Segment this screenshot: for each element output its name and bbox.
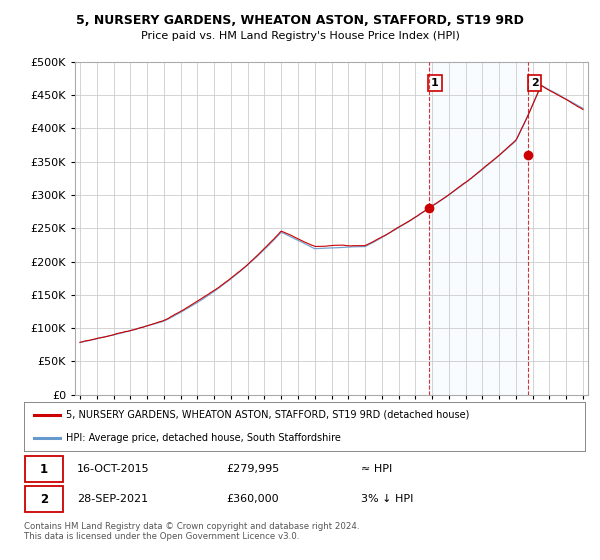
Text: Price paid vs. HM Land Registry's House Price Index (HPI): Price paid vs. HM Land Registry's House … [140,31,460,41]
Text: 5, NURSERY GARDENS, WHEATON ASTON, STAFFORD, ST19 9RD: 5, NURSERY GARDENS, WHEATON ASTON, STAFF… [76,14,524,27]
Text: Contains HM Land Registry data © Crown copyright and database right 2024.
This d: Contains HM Land Registry data © Crown c… [24,522,359,542]
Text: ≈ HPI: ≈ HPI [361,464,392,474]
Text: 5, NURSERY GARDENS, WHEATON ASTON, STAFFORD, ST19 9RD (detached house): 5, NURSERY GARDENS, WHEATON ASTON, STAFF… [66,410,469,420]
Text: 28-SEP-2021: 28-SEP-2021 [77,494,148,505]
FancyBboxPatch shape [25,456,63,482]
Text: 2: 2 [40,493,48,506]
FancyBboxPatch shape [25,487,63,512]
Text: HPI: Average price, detached house, South Staffordshire: HPI: Average price, detached house, Sout… [66,433,341,444]
Bar [428,62,529,395]
Text: 1: 1 [431,78,439,88]
Text: 2: 2 [531,78,539,88]
Text: 16-OCT-2015: 16-OCT-2015 [77,464,150,474]
Text: £279,995: £279,995 [226,464,279,474]
Text: £360,000: £360,000 [226,494,278,505]
Text: 1: 1 [40,463,48,475]
Text: 3% ↓ HPI: 3% ↓ HPI [361,494,413,505]
